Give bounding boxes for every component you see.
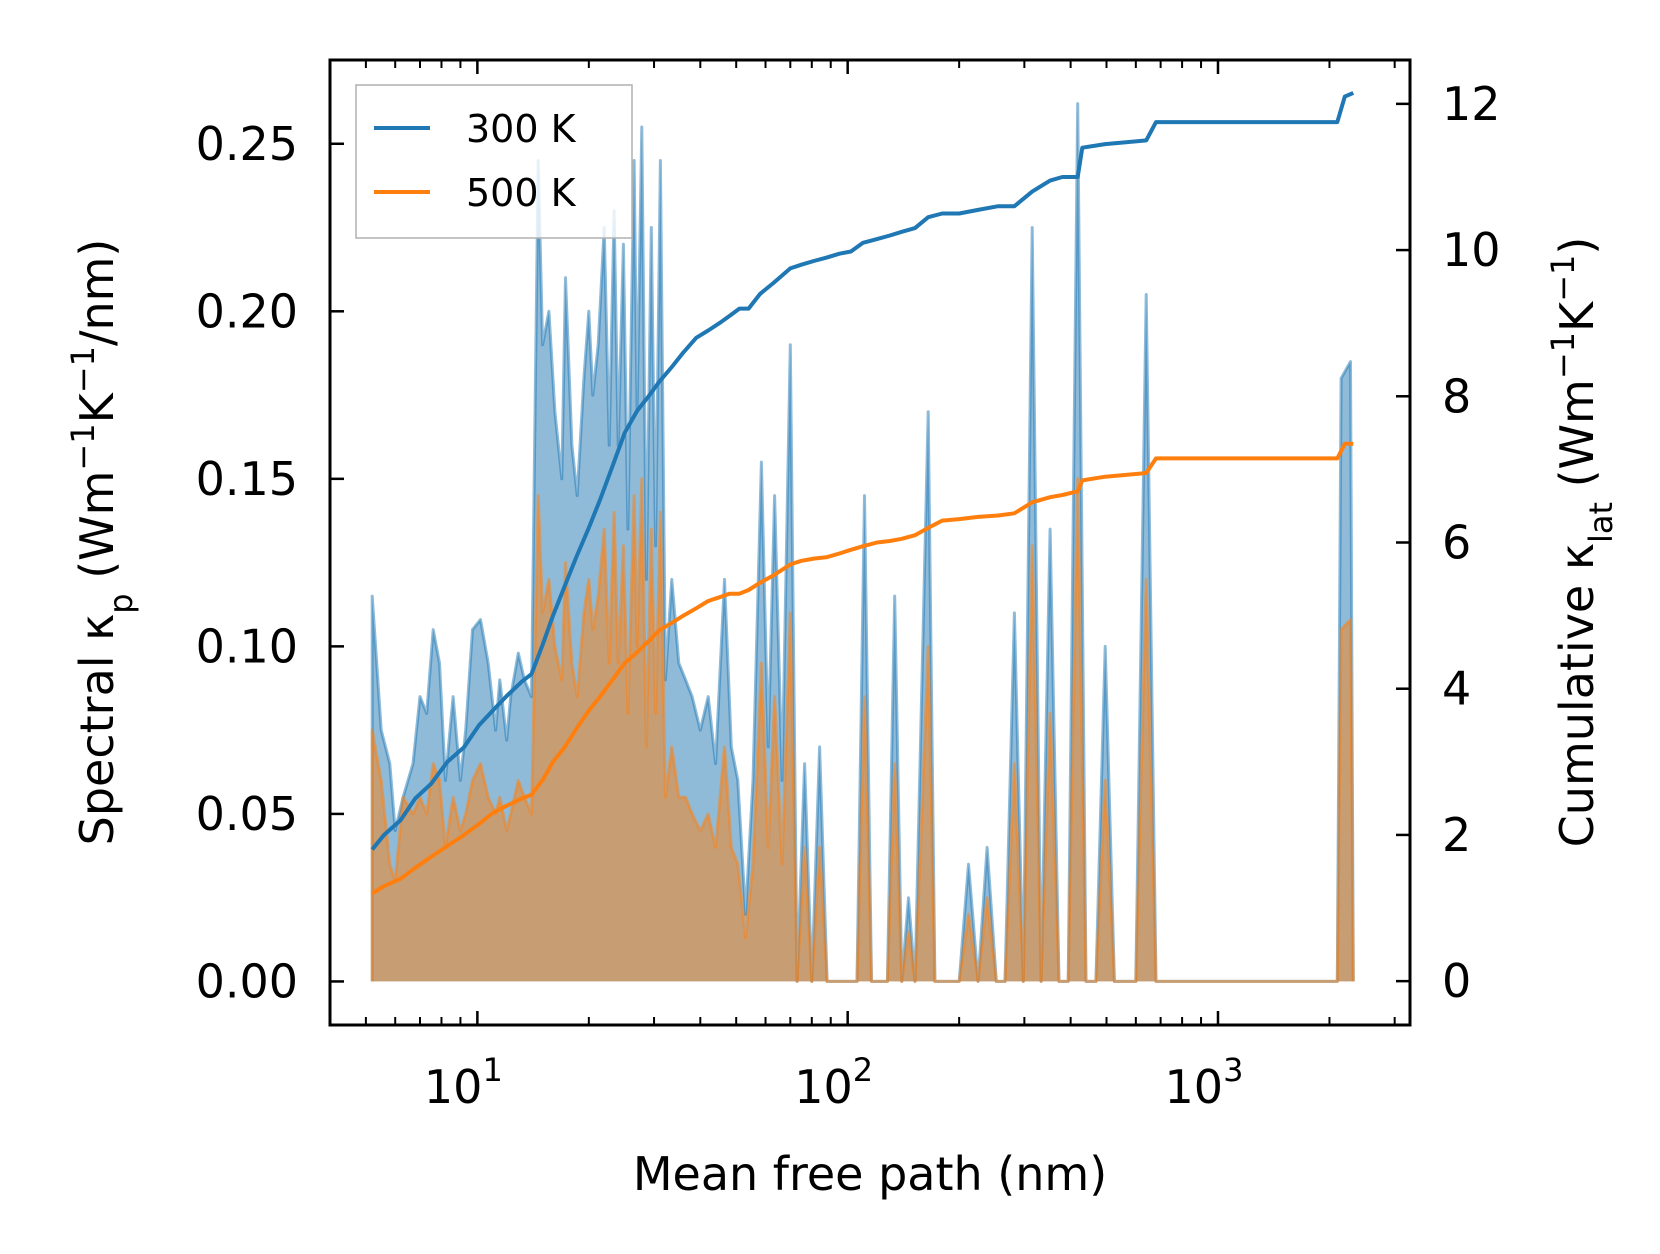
y-right-title-sup2: −1 [1544,255,1582,302]
y-left-tick-label-2: 0.10 [196,619,298,673]
cumulative-line-1 [371,441,1354,896]
y-axis-right-title: Cumulative κlat (Wm−1K−1) [1544,237,1620,848]
spectral-line-1 [370,477,1355,983]
y-right-title-c: K [1550,300,1604,332]
x-tick-exp: 1 [482,1051,502,1089]
y-left-tick-label-5: 0.25 [196,117,298,171]
x-tick-base: 10 [1165,1060,1224,1114]
y-left-tick-label-0: 0.00 [196,954,298,1008]
cumulative-line-0 [370,91,1355,851]
y-right-title-a: Cumulative κ [1550,543,1604,847]
y-right-title-sup1: −1 [1544,332,1582,379]
legend-label-500k: 500 K [466,171,577,215]
y-right-tick-label-4: 8 [1442,369,1471,423]
y-right-tick-label-6: 12 [1442,77,1501,131]
y-left-title-sup2: −1 [64,346,102,393]
x-tick-base: 10 [794,1060,853,1114]
plot-frame [328,58,1412,1027]
legend-box [355,84,633,239]
y-left-tick-label-4: 0.20 [196,284,298,338]
y-right-tick-label-1: 2 [1442,808,1471,862]
y-right-title-b: (Wm [1550,379,1604,502]
y-right-tick-label-5: 10 [1442,223,1501,277]
x-tick-exp: 3 [1223,1051,1243,1089]
x-tick-exp: 2 [853,1051,873,1089]
y-left-title-sup1: −1 [64,423,102,470]
x-axis-title: Mean free path (nm) [633,1147,1107,1201]
y-left-title-c: K [70,391,124,423]
y-left-title-sub: p [102,593,140,613]
y-left-tick-label-3: 0.15 [196,452,298,506]
y-right-title-d: ) [1550,237,1604,255]
y-left-title-b: (Wm [70,471,124,594]
y-left-tick-label-1: 0.05 [196,787,298,841]
y-left-title-d: /nm) [70,239,124,346]
legend: 300 K 500 K [355,84,633,239]
y-left-title-a: Spectral κ [70,614,124,846]
y-axis-left-title: Spectral κp (Wm−1K−1/nm) [64,239,140,846]
legend-label-300k: 300 K [466,107,577,151]
y-right-tick-label-0: 0 [1442,954,1471,1008]
y-right-title-sub: lat [1582,502,1620,543]
x-tick-label-2: 103 [1165,1051,1244,1114]
y-right-tick-label-3: 6 [1442,516,1471,570]
y-right-tick-label-2: 4 [1442,662,1471,716]
x-tick-label-0: 101 [424,1051,503,1114]
x-tick-base: 10 [424,1060,483,1114]
x-tick-label-1: 102 [794,1051,873,1114]
